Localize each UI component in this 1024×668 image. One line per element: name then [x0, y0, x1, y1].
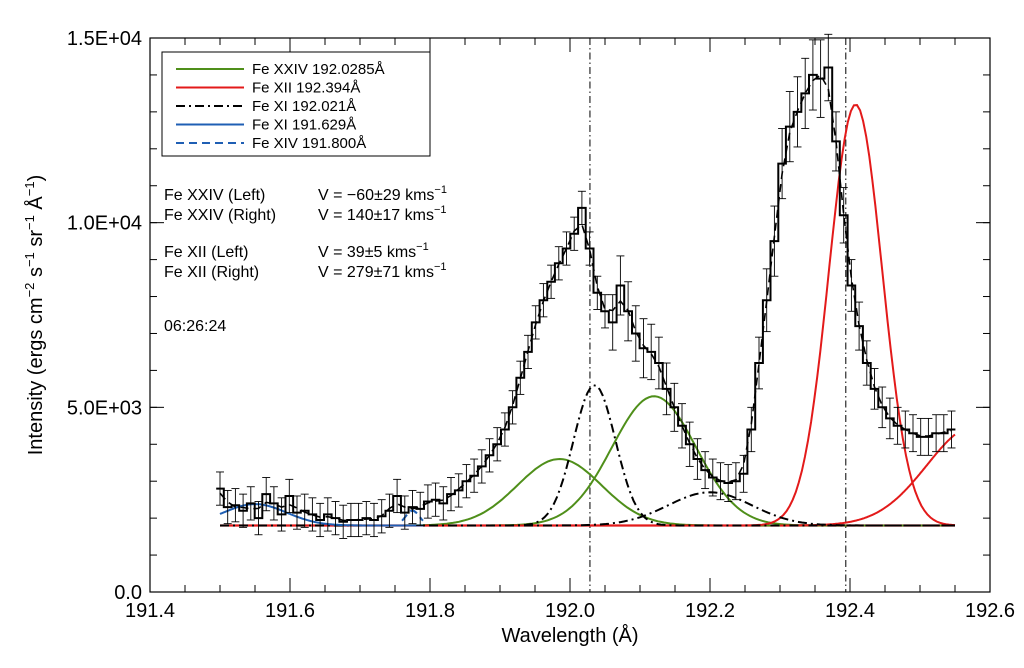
annotation-name: Fe XXIV (Left) [164, 187, 265, 204]
y-tick-label: 5.0E+03 [67, 397, 142, 419]
y-axis-label-part: Å [24, 196, 47, 216]
plot-area [216, 33, 956, 592]
legend-label: Fe XIV 191.800Å [252, 135, 366, 152]
annotation-value-exponent: −1 [434, 261, 447, 273]
legend-label: Fe XII 192.394Å [252, 80, 360, 97]
y-axis-label-part: sr [25, 230, 47, 253]
legend-label: Fe XI 192.021Å [252, 98, 356, 115]
y-tick-label: 0.0 [114, 582, 142, 604]
component-curve [220, 457, 955, 527]
annotation-value-text: V = 279±71 kms [318, 264, 434, 281]
annotation-value-exponent: −1 [416, 241, 429, 253]
y-tick-label: 1.5E+04 [67, 28, 142, 50]
component-curve [220, 395, 955, 527]
legend-label: Fe XXIV 192.0285Å [252, 61, 385, 78]
annotation-name: Fe XII (Right) [164, 264, 259, 281]
annotation-value-text: V = −60±29 kms [318, 187, 434, 204]
annotation-value-text: V = 39±5 kms [318, 244, 416, 261]
annotation-value: V = 39±5 kms−1 [318, 241, 429, 261]
annotation-value: V = −60±29 kms−1 [318, 184, 447, 204]
y-axis-label-exponent: −1 [22, 252, 37, 267]
legend-label: Fe XI 191.629Å [252, 117, 356, 134]
annotation-name: Fe XXIV (Right) [164, 207, 276, 224]
x-axis-label: Wavelength (Å) [501, 624, 638, 647]
y-axis-label-exponent: −1 [22, 181, 37, 196]
axis-ticks: 191.4 191.6 191.8 192.0 192.2 192.4 192.6 0.0 5.… [22, 28, 1015, 647]
component-curve [220, 384, 955, 527]
annotation-value-exponent: −1 [434, 184, 447, 196]
annotation-value: V = 140±17 kms−1 [318, 204, 447, 224]
x-tick-label: 192.0 [545, 600, 595, 622]
time-label: 06:26:24 [164, 318, 226, 335]
x-tick-label: 192.2 [685, 600, 735, 622]
y-axis-label-exponent: −1 [22, 215, 37, 230]
y-axis-label-exponent: −2 [22, 283, 37, 298]
x-tick-label: 192.4 [825, 600, 875, 622]
y-axis-label-part: ) [25, 175, 47, 182]
annotation-value: V = 279±71 kms−1 [318, 261, 447, 281]
x-tick-label: 192.6 [965, 600, 1015, 622]
annotations: Fe XXIV (Left) V = −60±29 kms−1Fe XXIV (R… [164, 184, 447, 335]
annotation-value-text: V = 140±17 kms [318, 207, 434, 224]
y-tick-label: 1.0E+04 [67, 213, 142, 235]
y-axis-label-part: Intensity (ergs cm [25, 297, 47, 455]
component-curve [220, 491, 955, 527]
x-tick-label: 191.6 [265, 600, 315, 622]
total-fit-curve [219, 73, 952, 522]
y-axis-label-part: s [25, 267, 47, 283]
component-curve [220, 104, 956, 527]
x-tick-label: 191.4 [125, 600, 175, 622]
y-axis-label: Intensity (ergs cm−2 s−1 sr−1 Å−1) [22, 175, 47, 456]
annotation-name: Fe XII (Left) [164, 244, 248, 261]
x-tick-label: 191.8 [405, 600, 455, 622]
annotation-value-exponent: −1 [434, 204, 447, 216]
